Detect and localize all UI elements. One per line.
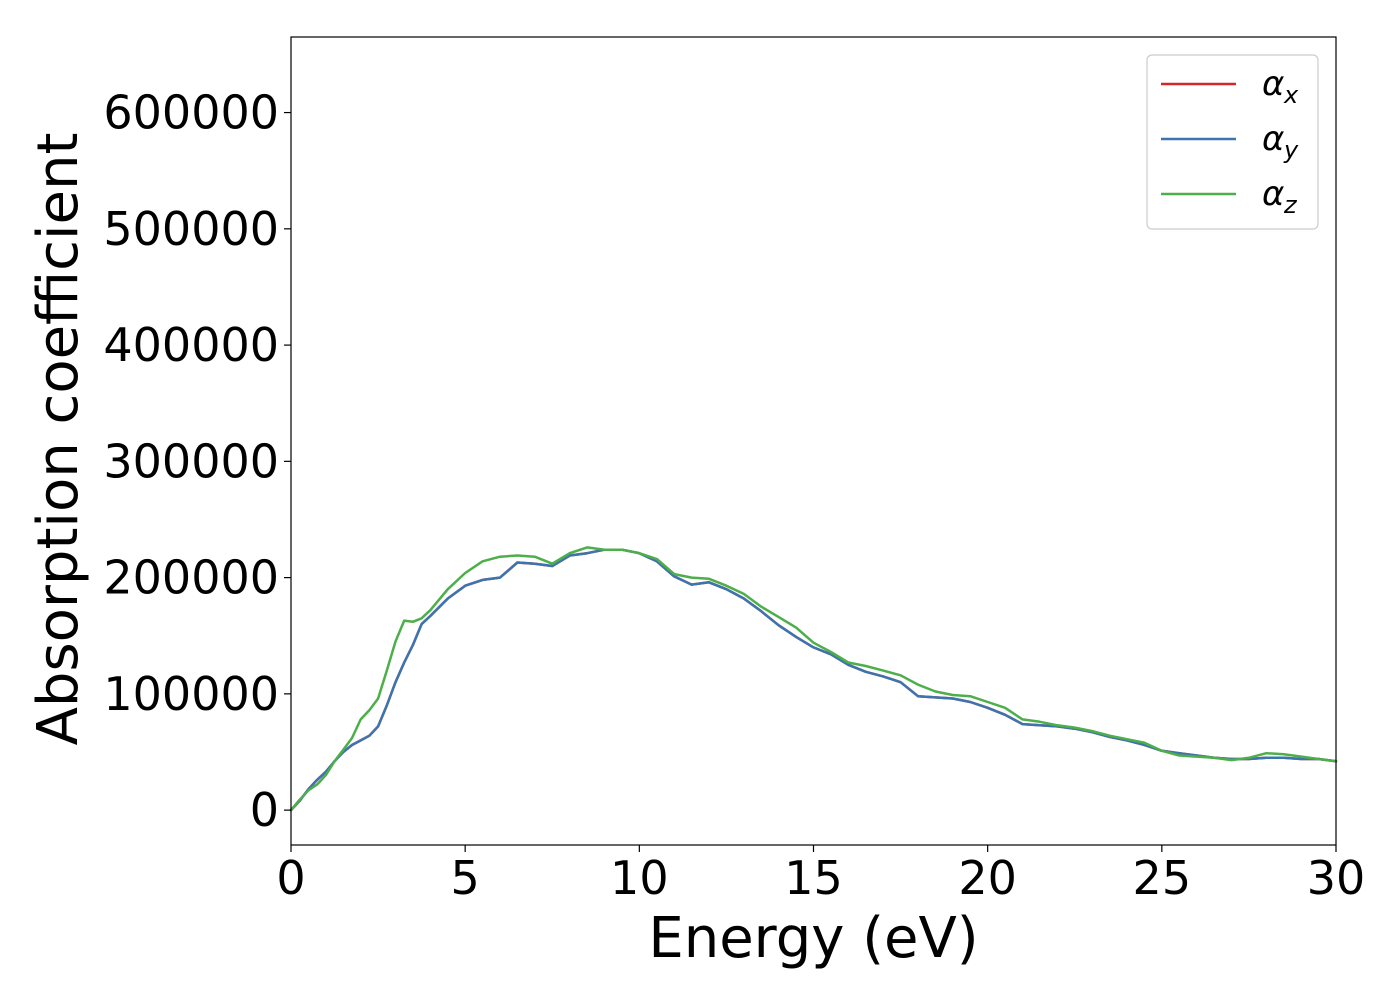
y-tick-label: 100000 — [103, 667, 279, 721]
legend-subscript-y: y — [1283, 136, 1299, 164]
x-tick-label: 0 — [276, 851, 305, 905]
axis-layer: 0 5 10 15 20 25 30 0 100000 200000 300000 400000 500… — [103, 86, 1365, 905]
y-tick-label: 600000 — [103, 86, 279, 140]
x-tick-label: 10 — [610, 851, 669, 905]
x-tick-label: 15 — [784, 851, 843, 905]
y-tick-label: 0 — [250, 783, 279, 837]
x-tick-label: 5 — [451, 851, 480, 905]
legend-box — [1146, 54, 1319, 230]
series-line-z — [289, 546, 1338, 812]
legend-subscript-z: z — [1283, 191, 1298, 219]
legend-label-x: α — [1262, 64, 1284, 104]
legend-subscript-x: x — [1283, 81, 1299, 109]
legend-entries: α xα yα z — [1161, 64, 1299, 219]
series-line-y — [289, 548, 1338, 812]
x-tick-label: 25 — [1133, 851, 1192, 905]
y-tick-label: 500000 — [103, 202, 279, 256]
x-tick-label: 20 — [958, 851, 1017, 905]
y-tick-label: 400000 — [103, 318, 279, 372]
y-tick-label: 200000 — [103, 551, 279, 605]
legend-label-y: α — [1262, 119, 1284, 159]
y-tick-label: 300000 — [103, 434, 279, 488]
x-axis-title: Energy (eV) — [648, 906, 978, 971]
legend: α xα yα z — [1146, 54, 1319, 230]
series-layer — [289, 546, 1338, 812]
y-axis-title: Absorption coefficient — [26, 133, 91, 746]
legend-label-z: α — [1262, 174, 1284, 214]
x-tick-label: 30 — [1307, 851, 1366, 905]
